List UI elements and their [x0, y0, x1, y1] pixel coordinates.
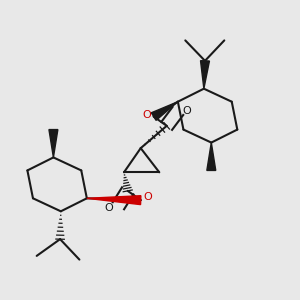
Text: O: O — [142, 110, 151, 120]
Text: O: O — [144, 192, 152, 202]
Polygon shape — [49, 130, 58, 158]
Polygon shape — [152, 102, 178, 120]
Text: O: O — [105, 202, 113, 213]
Polygon shape — [207, 142, 216, 170]
Polygon shape — [87, 196, 141, 205]
Text: O: O — [183, 106, 191, 116]
Polygon shape — [200, 61, 209, 89]
